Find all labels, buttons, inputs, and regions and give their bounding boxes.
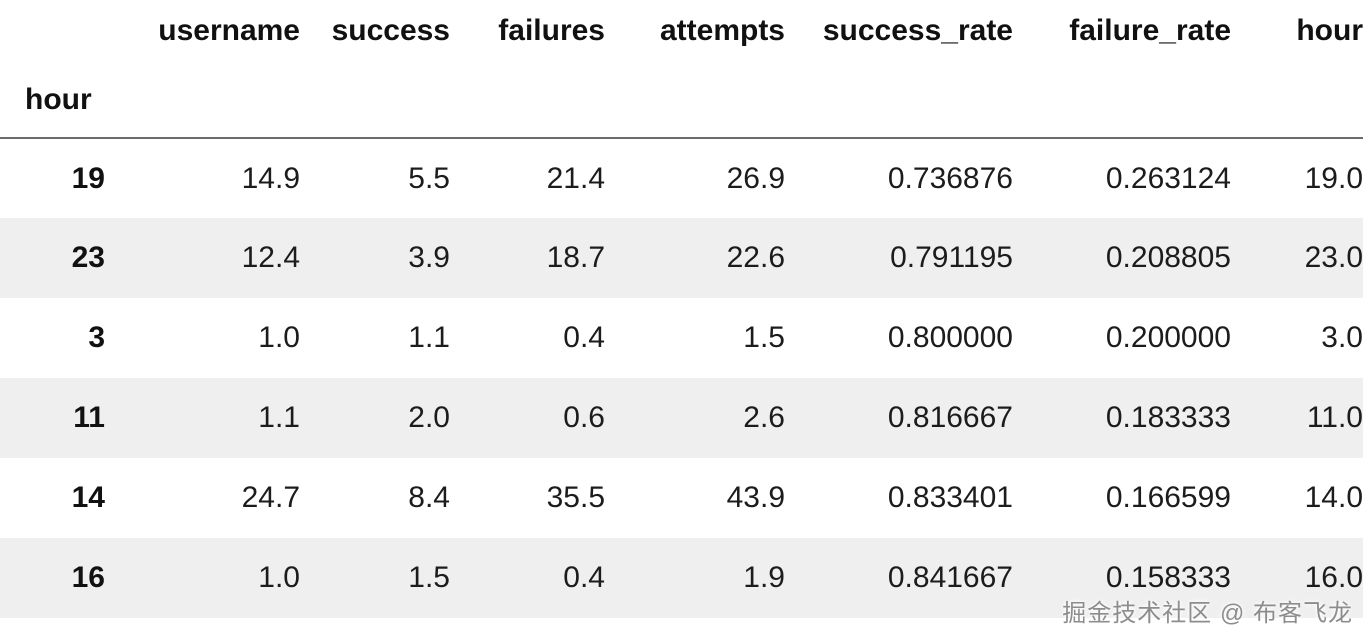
table-body: 19 14.9 5.5 21.4 26.9 0.736876 0.263124 … (0, 138, 1363, 618)
cell-hour: 14.0 (1304, 481, 1363, 514)
index-name-label: hour (0, 62, 105, 139)
cell-attempts: 1.9 (743, 561, 785, 594)
cell-success: 3.9 (408, 241, 450, 274)
cell-failures: 35.5 (546, 481, 605, 514)
table-row: 14 24.7 8.4 35.5 43.9 0.833401 0.166599 … (0, 458, 1363, 538)
cell-hour: 19.0 (1304, 161, 1363, 195)
cell-failures: 18.7 (546, 241, 605, 274)
cell-hour: 23.0 (1304, 241, 1363, 274)
table-header: username success failures attempts succe… (0, 0, 1363, 139)
cell-attempts: 22.6 (726, 241, 785, 274)
cell-failure-rate: 0.208805 (1105, 241, 1231, 274)
cell-success: 5.5 (408, 161, 450, 195)
column-header-success-rate: success_rate (822, 14, 1013, 47)
blank-corner-cell (0, 0, 105, 62)
column-header-username: username (158, 14, 300, 47)
cell-success-rate: 0.791195 (890, 241, 1013, 274)
cell-username: 24.7 (241, 481, 300, 514)
cell-username: 1.0 (258, 321, 300, 354)
column-header-failures: failures (498, 14, 605, 47)
cell-hour: 3.0 (1321, 321, 1363, 354)
cell-hour: 16.0 (1304, 561, 1363, 594)
cell-username: 14.9 (241, 161, 300, 195)
row-index: 23 (71, 241, 105, 274)
column-header-row: username success failures attempts succe… (0, 0, 1363, 62)
cell-success-rate: 0.841667 (887, 561, 1013, 594)
cell-failure-rate: 0.158333 (1105, 561, 1231, 594)
row-index: 3 (88, 321, 105, 354)
row-index: 14 (71, 481, 105, 514)
cell-success: 8.4 (408, 481, 450, 514)
cell-success-rate: 0.833401 (887, 481, 1013, 514)
cell-failures: 0.6 (563, 401, 605, 434)
row-index: 16 (71, 561, 105, 594)
index-name-row: hour (0, 62, 1363, 139)
cell-failure-rate: 0.200000 (1105, 321, 1231, 354)
table-row: 3 1.0 1.1 0.4 1.5 0.800000 0.200000 3.0 (0, 298, 1363, 378)
table-row: 16 1.0 1.5 0.4 1.9 0.841667 0.158333 16.… (0, 538, 1363, 618)
column-header-success: success (331, 14, 450, 47)
data-table: username success failures attempts succe… (0, 0, 1363, 618)
cell-hour: 11.0 (1306, 401, 1363, 434)
cell-attempts: 26.9 (726, 161, 785, 195)
cell-success-rate: 0.800000 (887, 321, 1013, 354)
column-header-failure-rate: failure_rate (1069, 14, 1231, 47)
cell-failures: 21.4 (546, 161, 605, 195)
cell-success: 1.1 (408, 321, 450, 354)
cell-success: 2.0 (408, 401, 450, 434)
column-header-hour: hour (1296, 14, 1363, 47)
cell-attempts: 43.9 (726, 481, 785, 514)
row-index: 19 (71, 161, 105, 195)
cell-failure-rate: 0.183333 (1105, 401, 1231, 434)
cell-failures: 0.4 (563, 561, 605, 594)
cell-failures: 0.4 (563, 321, 605, 354)
cell-success: 1.5 (408, 561, 450, 594)
cell-username: 12.4 (241, 241, 300, 274)
table-row: 11 1.1 2.0 0.6 2.6 0.816667 0.183333 11.… (0, 378, 1363, 458)
cell-username: 1.1 (258, 401, 300, 434)
cell-username: 1.0 (258, 561, 300, 594)
cell-failure-rate: 0.263124 (1105, 161, 1231, 195)
row-index: 11 (73, 401, 105, 434)
cell-attempts: 2.6 (743, 401, 785, 434)
cell-success-rate: 0.736876 (887, 161, 1013, 195)
cell-attempts: 1.5 (743, 321, 785, 354)
index-name-filler (105, 62, 1363, 139)
column-header-attempts: attempts (659, 14, 785, 47)
cell-success-rate: 0.816667 (887, 401, 1013, 434)
table-row: 19 14.9 5.5 21.4 26.9 0.736876 0.263124 … (0, 138, 1363, 218)
table-row: 23 12.4 3.9 18.7 22.6 0.791195 0.208805 … (0, 218, 1363, 298)
cell-failure-rate: 0.166599 (1105, 481, 1231, 514)
